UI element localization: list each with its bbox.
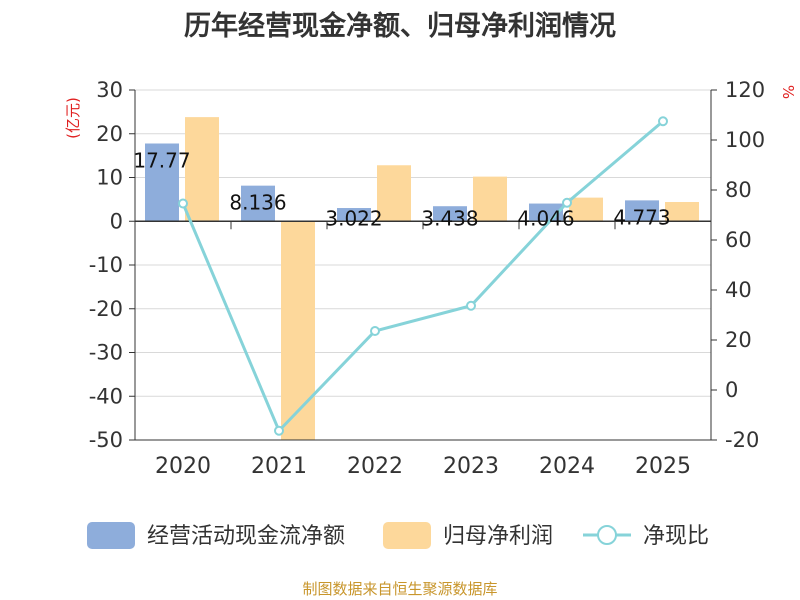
legend-ratio-marker [597, 525, 617, 545]
left-axis-ticks: 30 20 10 0 -10 -20 -30 -40 -50 [89, 78, 123, 452]
bars [145, 117, 699, 440]
legend-label: 归母净利润 [443, 524, 553, 549]
left-tick-label: 20 [96, 122, 123, 146]
axes [129, 89, 717, 441]
cashflow-bar [145, 143, 179, 222]
x-tick-label: 2022 [347, 454, 403, 479]
right-tick-label: 100 [725, 128, 765, 152]
ratio-point [370, 326, 380, 336]
right-tick-label: -20 [725, 428, 759, 452]
right-tick-label: 60 [725, 228, 752, 252]
left-tick-label: -50 [89, 428, 123, 452]
net-profit-bar [473, 176, 507, 222]
left-tick-label: -40 [89, 384, 123, 408]
legend-label: 净现比 [643, 524, 709, 549]
gridlines [135, 89, 711, 441]
source-footer: 制图数据来自恒生聚源数据库 [302, 580, 498, 598]
right-tick-label: 20 [725, 328, 752, 352]
cashflow-bar [337, 208, 371, 222]
cashflow-value-label: 4.046 [517, 206, 574, 230]
cashflow-value-label: 8.136 [229, 191, 286, 215]
right-tick-label: 80 [725, 178, 752, 202]
ratio-point [562, 197, 572, 208]
net-profit-bar [377, 165, 411, 222]
x-axis-ticks: 2020 2021 2022 2023 2024 2025 [155, 454, 691, 479]
ratio-point [274, 425, 284, 436]
left-tick-label: -30 [89, 341, 123, 365]
legend-cashflow-swatch [87, 522, 135, 549]
net-profit-bar [569, 197, 603, 222]
cashflow-bar [241, 185, 275, 222]
right-axis-ticks: 120 100 80 60 40 20 0 -20 [725, 78, 765, 452]
right-axis-unit: % [779, 85, 797, 99]
ratio-line-path [181, 120, 664, 434]
ratio-point [658, 116, 668, 127]
right-tick-label: 120 [725, 78, 765, 102]
x-tick-label: 2025 [635, 454, 691, 479]
legend: 经营活动现金流净额 归母净利润 净现比 [87, 522, 709, 549]
left-tick-label: 30 [96, 78, 123, 102]
net-profit-bar [281, 221, 315, 440]
legend-net-profit-swatch [383, 522, 431, 549]
cashflow-bar [433, 206, 467, 222]
x-tick-label: 2020 [155, 454, 211, 479]
ratio-point [178, 198, 188, 209]
left-tick-label: 0 [110, 209, 123, 233]
left-tick-label: 10 [96, 166, 123, 190]
x-tick-label: 2023 [443, 454, 499, 479]
net-profit-bar [185, 117, 219, 222]
legend-label: 经营活动现金流净额 [147, 524, 345, 549]
chart-title: 历年经营现金净额、归母净利润情况 [184, 11, 616, 42]
right-tick-label: 40 [725, 278, 752, 302]
right-tick-label: 0 [725, 378, 738, 402]
left-axis-unit: (亿元) [64, 97, 82, 139]
left-tick-label: -20 [89, 297, 123, 321]
net-profit-bar [665, 202, 699, 222]
cashflow-value-label: 3.438 [421, 206, 478, 230]
data-labels: 17.77 8.136 3.022 3.438 4.046 4.773 [133, 149, 670, 231]
x-tick-label: 2024 [539, 454, 595, 479]
ratio-line [178, 116, 668, 436]
cashflow-value-label: 4.773 [613, 205, 670, 229]
left-tick-label: -10 [89, 253, 123, 277]
x-tick-label: 2021 [251, 454, 307, 479]
cashflow-bar [625, 200, 659, 222]
ratio-point [466, 300, 476, 311]
cashflow-value-label: 17.77 [133, 149, 190, 173]
cashflow-value-label: 3.022 [325, 206, 382, 230]
